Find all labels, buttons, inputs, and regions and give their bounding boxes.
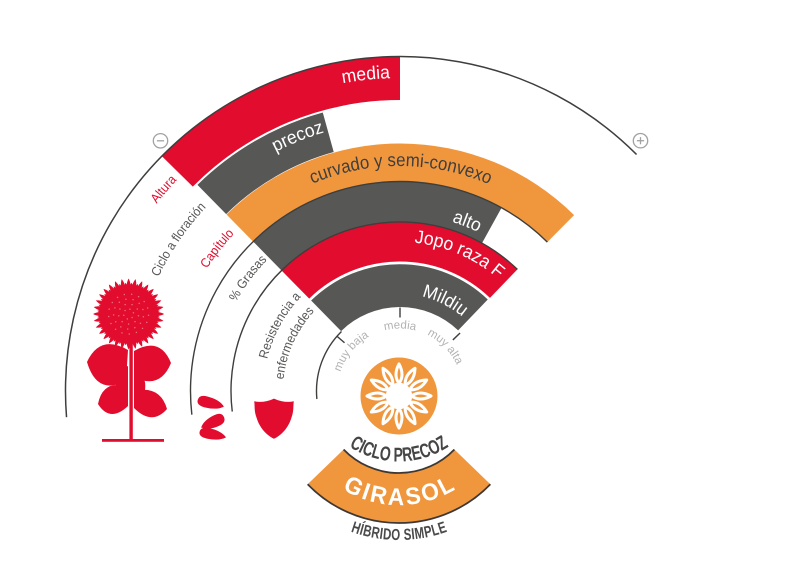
svg-text:t: t	[450, 352, 462, 362]
svg-text:e: e	[355, 63, 367, 85]
svg-text:O: O	[391, 525, 401, 544]
svg-text:e: e	[396, 149, 406, 170]
svg-text:i: i	[263, 332, 277, 340]
svg-text:i: i	[375, 62, 380, 83]
svg-text:o: o	[358, 151, 371, 173]
svg-text:e: e	[394, 319, 401, 331]
svg-text:s: s	[387, 149, 396, 170]
svg-text:R: R	[368, 480, 390, 509]
svg-text:r: r	[239, 272, 253, 284]
svg-text:i: i	[406, 320, 410, 332]
svg-text:l: l	[448, 349, 459, 358]
svg-text:s: s	[264, 326, 280, 338]
svg-text:L: L	[429, 520, 441, 540]
svg-text:f: f	[274, 360, 289, 367]
svg-text:f: f	[169, 233, 183, 244]
svg-text:M: M	[413, 523, 425, 543]
svg-text:l: l	[153, 188, 166, 199]
svg-text:l: l	[219, 231, 232, 243]
svg-text:A: A	[387, 483, 404, 510]
svg-text:d: d	[365, 63, 377, 84]
svg-text:m: m	[383, 320, 395, 333]
svg-text:R: R	[401, 442, 414, 466]
svg-text:I: I	[410, 524, 415, 543]
svg-text:y: y	[340, 348, 353, 360]
svg-text:e: e	[259, 341, 275, 352]
svg-text:i: i	[152, 262, 166, 271]
svg-text:m: m	[279, 340, 296, 355]
svg-text:i: i	[419, 150, 425, 171]
svg-text:S: S	[403, 525, 412, 544]
svg-text:l: l	[171, 231, 184, 242]
svg-text:s: s	[261, 335, 277, 346]
svg-text:o: o	[436, 153, 449, 175]
svg-text:n: n	[445, 154, 459, 176]
svg-text:i: i	[434, 286, 446, 306]
svg-text:l: l	[460, 210, 471, 231]
svg-text:r: r	[176, 222, 190, 234]
svg-text:i: i	[280, 303, 293, 314]
svg-text:P: P	[422, 521, 433, 541]
svg-text:n: n	[273, 364, 289, 373]
svg-text:m: m	[340, 65, 358, 88]
svg-text:M: M	[420, 281, 440, 305]
svg-text:D: D	[382, 524, 392, 543]
svg-text:a: a	[380, 62, 392, 83]
svg-text:R: R	[256, 348, 272, 360]
svg-text:c: c	[428, 151, 440, 173]
svg-text:B: B	[361, 521, 373, 541]
svg-text:R: R	[370, 523, 381, 543]
svg-text:E: E	[409, 440, 423, 465]
svg-text:r: r	[277, 350, 292, 358]
svg-text:m: m	[332, 360, 347, 373]
svg-text:e: e	[272, 372, 287, 380]
svg-text:I: I	[379, 524, 385, 543]
svg-text:e: e	[275, 354, 291, 364]
svg-text:Í: Í	[358, 520, 367, 539]
svg-text:P: P	[394, 443, 404, 466]
svg-text:d: d	[400, 319, 407, 331]
svg-text:t: t	[267, 323, 282, 333]
svg-text:o: o	[422, 228, 435, 250]
svg-text:r: r	[324, 160, 336, 182]
svg-text:m: m	[405, 149, 420, 171]
svg-text:u: u	[336, 353, 350, 364]
svg-text:a: a	[409, 320, 418, 333]
svg-text:l: l	[156, 254, 170, 263]
svg-text:J: J	[414, 226, 425, 247]
svg-text:a: a	[451, 355, 465, 367]
svg-text:y: y	[373, 150, 383, 172]
svg-text:S: S	[404, 482, 423, 511]
svg-text:j: j	[355, 333, 365, 345]
svg-text:O: O	[378, 441, 393, 466]
svg-text:-: -	[423, 151, 431, 172]
svg-text:i: i	[187, 210, 200, 221]
svg-text:d: d	[348, 153, 361, 175]
